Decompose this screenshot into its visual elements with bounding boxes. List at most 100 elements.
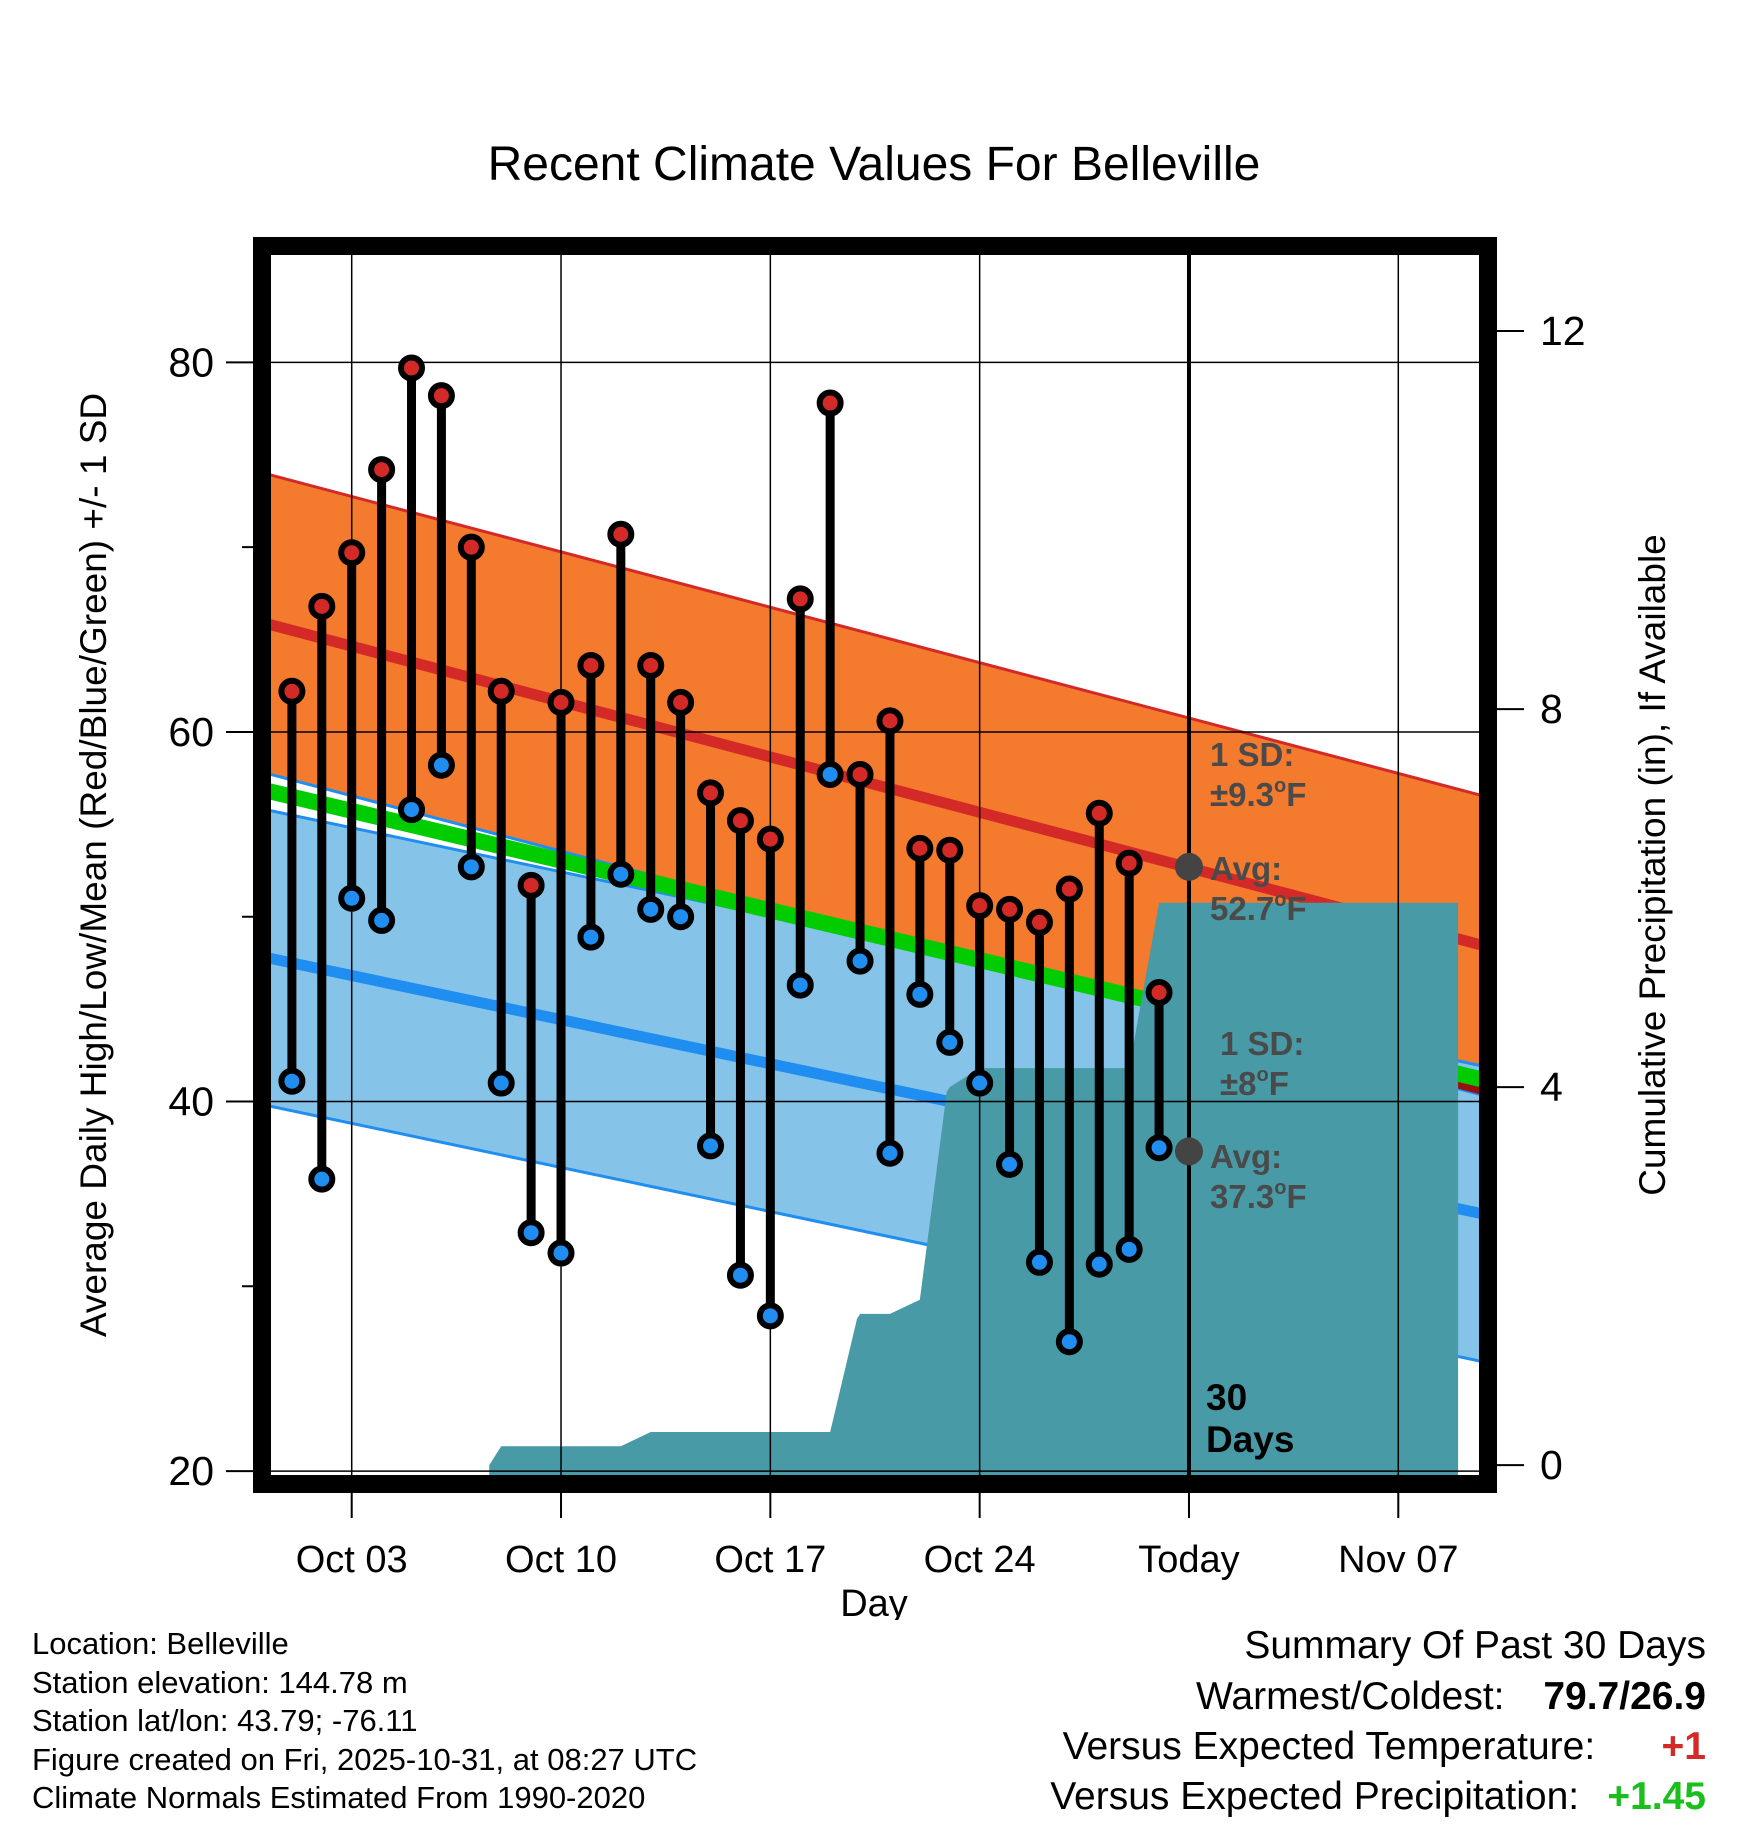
y-tick-label: 80 (168, 339, 214, 385)
y-tick-label: 20 (168, 1448, 214, 1494)
y-axis-label: Average Daily High/Low/Mean (Red/Blue/Gr… (73, 393, 114, 1337)
daily-high-point (876, 707, 904, 735)
daily-low-point (936, 1028, 964, 1056)
daily-high-point (368, 456, 396, 484)
daily-high-point (786, 585, 814, 613)
precip-area (489, 902, 1459, 1484)
daily-low-point (457, 853, 485, 881)
y-tick-label: 60 (168, 709, 214, 755)
precip-label: Versus Expected Precipitation: (1050, 1775, 1580, 1818)
daily-low-point (1085, 1250, 1113, 1278)
daily-low-point (278, 1067, 306, 1095)
x-tick-label: Nov 07 (1338, 1539, 1458, 1581)
daily-high-point (1025, 908, 1053, 936)
daily-low-point (1145, 1134, 1173, 1162)
temp-value: +1 (1661, 1725, 1706, 1768)
temp-row: Versus Expected Temperature: +1 (1050, 1722, 1706, 1772)
daily-low-point (637, 895, 665, 923)
daily-low-point (846, 947, 874, 975)
chart-title: Recent Climate Values For Belleville (488, 138, 1261, 191)
x-tick-label: Oct 17 (714, 1539, 826, 1581)
daily-high-point (278, 677, 306, 705)
daily-low-point (308, 1165, 336, 1193)
daily-high-point (517, 871, 545, 899)
daily-high-point (966, 892, 994, 920)
daily-low-point (547, 1239, 575, 1267)
temp-label: Versus Expected Temperature: (1062, 1725, 1596, 1768)
precip-row: Versus Expected Precipitation: +1.45 (1050, 1772, 1706, 1822)
daily-high-point (936, 836, 964, 864)
summary-panel: Summary Of Past 30 Days Warmest/Coldest:… (1050, 1620, 1706, 1822)
precip-value: +1.45 (1607, 1775, 1706, 1818)
daily-high-point (667, 688, 695, 716)
daily-low-point (996, 1150, 1024, 1178)
daily-high-point (547, 688, 575, 716)
y2-tick-label: 12 (1540, 308, 1586, 354)
summary-title: Summary Of Past 30 Days (1244, 1624, 1706, 1667)
y2-tick-label: 8 (1540, 686, 1563, 732)
elevation-text: Station elevation: 144.78 m (32, 1664, 408, 1700)
daily-low-point (816, 760, 844, 788)
daily-low-point (966, 1069, 994, 1097)
daily-high-point (906, 834, 934, 862)
location-text: Location: Belleville (32, 1626, 289, 1661)
daily-low-point (338, 884, 366, 912)
daily-low-point (906, 980, 934, 1008)
daily-low-point (1115, 1235, 1143, 1263)
daily-low-point (427, 751, 455, 779)
daily-high-point (697, 779, 725, 807)
low-avg-label: Avg: (1210, 1138, 1282, 1175)
daily-low-point (667, 903, 695, 931)
high-sd-label: 1 SD: (1210, 736, 1294, 773)
y2-tick-label: 4 (1540, 1064, 1563, 1110)
x-tick-label: Today (1138, 1539, 1239, 1581)
daily-high-point (487, 677, 515, 705)
daily-high-point (607, 520, 635, 548)
daily-low-point (607, 860, 635, 888)
daily-low-point (726, 1261, 754, 1289)
high-avg-label: Avg: (1210, 850, 1282, 887)
normals-text: Climate Normals Estimated From 1990-2020 (32, 1780, 646, 1815)
y2-tick-label: 0 (1540, 1442, 1563, 1488)
x-axis-label: Day (840, 1583, 908, 1620)
daily-high-point (756, 825, 784, 853)
created-text: Figure created on Fri, 2025-10-31, at 08… (32, 1741, 698, 1777)
daily-low-point (876, 1139, 904, 1167)
daily-high-point (1055, 875, 1083, 903)
high-avg-value: 52.7oF (1210, 889, 1307, 927)
warm-cold-value: 79.7/26.9 (1543, 1675, 1706, 1718)
daily-low-point (517, 1219, 545, 1247)
daily-low-point (1025, 1248, 1053, 1276)
high-band-upper-edge (262, 471, 1488, 799)
plot-frame (253, 237, 1497, 1493)
daily-low-point (697, 1132, 725, 1160)
daily-low-point (756, 1302, 784, 1330)
daily-low-point (577, 923, 605, 951)
x-tick-label: Oct 03 (296, 1539, 408, 1581)
daily-high-point (398, 354, 426, 382)
daily-high-point (996, 895, 1024, 923)
low-sd-value: ±8oF (1220, 1064, 1289, 1102)
station-info: Location: Belleville Station elevation: … (32, 1625, 697, 1818)
daily-low-point (398, 796, 426, 824)
daily-high-point (1085, 799, 1113, 827)
daily-high-point (427, 382, 455, 410)
daily-high-point (338, 539, 366, 567)
daily-low-point (1055, 1328, 1083, 1356)
latlon-text: Station lat/lon: 43.79; -76.11 (32, 1703, 418, 1738)
daily-high-point (308, 592, 336, 620)
x-tick-label: Oct 10 (505, 1539, 617, 1581)
daily-high-point (1145, 978, 1173, 1006)
daily-low-point (786, 971, 814, 999)
daily-high-point (1115, 849, 1143, 877)
x-tick-label: Oct 24 (924, 1539, 1036, 1581)
low-avg-marker (1174, 1137, 1203, 1166)
daily-high-point (637, 651, 665, 679)
high-sd-value: ±9.3oF (1210, 775, 1306, 813)
daily-high-point (846, 760, 874, 788)
days-count-word: Days (1206, 1419, 1294, 1460)
low-avg-value: 37.3oF (1210, 1177, 1307, 1215)
y2-axis-label: Cumulative Precipitation (in), If Availa… (1632, 534, 1673, 1196)
